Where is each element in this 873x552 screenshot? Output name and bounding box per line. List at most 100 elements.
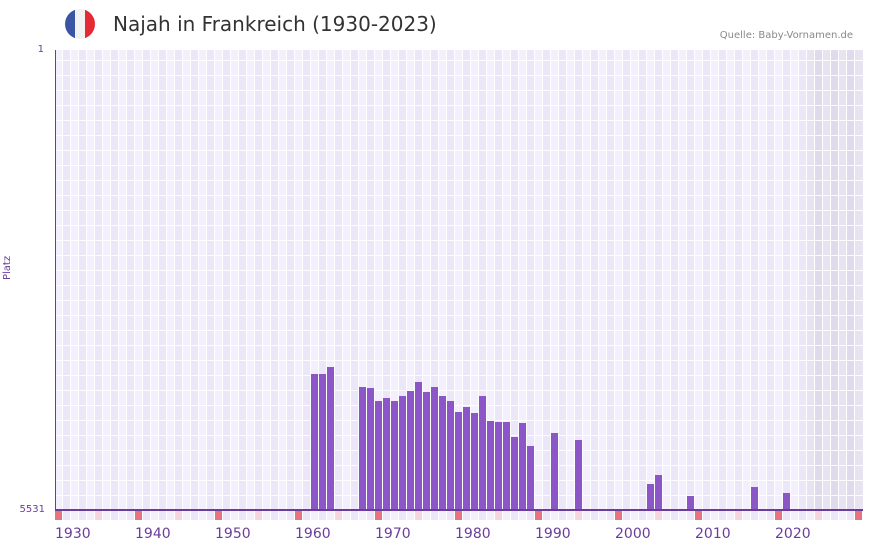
bar-1982[interactable] xyxy=(471,413,478,510)
grid-column xyxy=(823,50,831,510)
grid-column xyxy=(143,50,151,510)
grid-hline xyxy=(55,390,863,391)
grid-column xyxy=(215,50,223,510)
bar-1963[interactable] xyxy=(319,373,326,510)
grid-column xyxy=(207,50,215,510)
year-tick-cell xyxy=(567,511,574,520)
grid-vline xyxy=(158,50,159,510)
year-tick-cell xyxy=(79,511,86,520)
year-tick-cell xyxy=(647,511,654,520)
grid-column xyxy=(727,50,735,510)
bar-1992[interactable] xyxy=(551,432,558,510)
grid-vline xyxy=(774,50,775,510)
year-tick-cell xyxy=(319,511,326,520)
grid-column xyxy=(423,50,431,510)
grid-column xyxy=(87,50,95,510)
bar-1985[interactable] xyxy=(495,421,502,510)
grid-vline xyxy=(566,50,567,510)
year-tick-cell xyxy=(799,511,806,520)
grid-vline xyxy=(398,50,399,510)
bar-2004[interactable] xyxy=(647,483,654,510)
bar-1973[interactable] xyxy=(399,395,406,510)
year-tick-cell xyxy=(807,511,814,520)
bar-1983[interactable] xyxy=(479,395,486,510)
x-tick-label: 2020 xyxy=(775,526,811,542)
year-tick-cell xyxy=(327,511,334,520)
year-tick-cell xyxy=(623,511,630,520)
bar-1979[interactable] xyxy=(447,400,454,510)
year-tick-cell xyxy=(367,511,374,520)
bar-2009[interactable] xyxy=(687,496,694,510)
bar-1964[interactable] xyxy=(327,367,334,510)
year-tick-cell xyxy=(703,511,710,520)
grid-vline xyxy=(694,50,695,510)
decade-tick-marker xyxy=(775,511,782,520)
grid-hline xyxy=(55,330,863,331)
bar-1986[interactable] xyxy=(503,421,510,510)
grid-vline xyxy=(446,50,447,510)
grid-column xyxy=(535,50,543,510)
half-decade-tick-marker xyxy=(815,511,822,520)
grid-vline xyxy=(782,50,783,510)
half-decade-tick-marker xyxy=(175,511,182,520)
grid-hline xyxy=(55,60,863,61)
year-tick-cell xyxy=(239,511,246,520)
bar-1968[interactable] xyxy=(359,386,366,510)
grid-vline xyxy=(518,50,519,510)
grid-vline xyxy=(366,50,367,510)
chart-title: Najah in Frankreich (1930-2023) xyxy=(113,12,437,36)
bar-1978[interactable] xyxy=(439,395,446,510)
grid-column xyxy=(799,50,807,510)
grid-column xyxy=(567,50,575,510)
grid-hline xyxy=(55,285,863,286)
grid-column xyxy=(479,50,487,510)
grid-vline xyxy=(166,50,167,510)
grid-column xyxy=(551,50,559,510)
bar-1971[interactable] xyxy=(383,398,390,510)
grid-vline xyxy=(854,50,855,510)
bar-2005[interactable] xyxy=(655,474,662,510)
bar-1976[interactable] xyxy=(423,391,430,510)
grid-vline xyxy=(262,50,263,510)
year-tick-cell xyxy=(519,511,526,520)
decade-tick-marker xyxy=(615,511,622,520)
grid-column xyxy=(311,50,319,510)
grid-hline xyxy=(55,405,863,406)
bar-1977[interactable] xyxy=(431,386,438,510)
year-tick-cell xyxy=(511,511,518,520)
grid-hline xyxy=(55,150,863,151)
bar-1972[interactable] xyxy=(391,400,398,510)
grid-column xyxy=(303,50,311,510)
grid-column xyxy=(759,50,767,510)
grid-vline xyxy=(582,50,583,510)
grid-vline xyxy=(838,50,839,510)
grid-column xyxy=(559,50,567,510)
grid-column xyxy=(527,50,535,510)
bar-1974[interactable] xyxy=(407,390,414,510)
bar-1981[interactable] xyxy=(463,407,470,510)
bar-1980[interactable] xyxy=(455,412,462,510)
bar-1975[interactable] xyxy=(415,381,422,510)
bar-1970[interactable] xyxy=(375,400,382,510)
bar-1988[interactable] xyxy=(519,422,526,510)
bar-1995[interactable] xyxy=(575,439,582,510)
grid-column xyxy=(663,50,671,510)
bar-2021[interactable] xyxy=(783,492,790,510)
year-tick-cell xyxy=(463,511,470,520)
bar-2017[interactable] xyxy=(751,486,758,510)
bar-1962[interactable] xyxy=(311,373,318,510)
grid-vline xyxy=(422,50,423,510)
year-tick-cell xyxy=(823,511,830,520)
year-tick-cell xyxy=(271,511,278,520)
bar-1989[interactable] xyxy=(527,446,534,510)
bar-1969[interactable] xyxy=(367,387,374,510)
grid-column xyxy=(743,50,751,510)
grid-column xyxy=(439,50,447,510)
grid-vline xyxy=(334,50,335,510)
decade-tick-marker xyxy=(295,511,302,520)
bar-1987[interactable] xyxy=(511,436,518,510)
grid-vline xyxy=(254,50,255,510)
decade-tick-marker xyxy=(375,511,382,520)
bar-1984[interactable] xyxy=(487,420,494,510)
grid-column xyxy=(199,50,207,510)
